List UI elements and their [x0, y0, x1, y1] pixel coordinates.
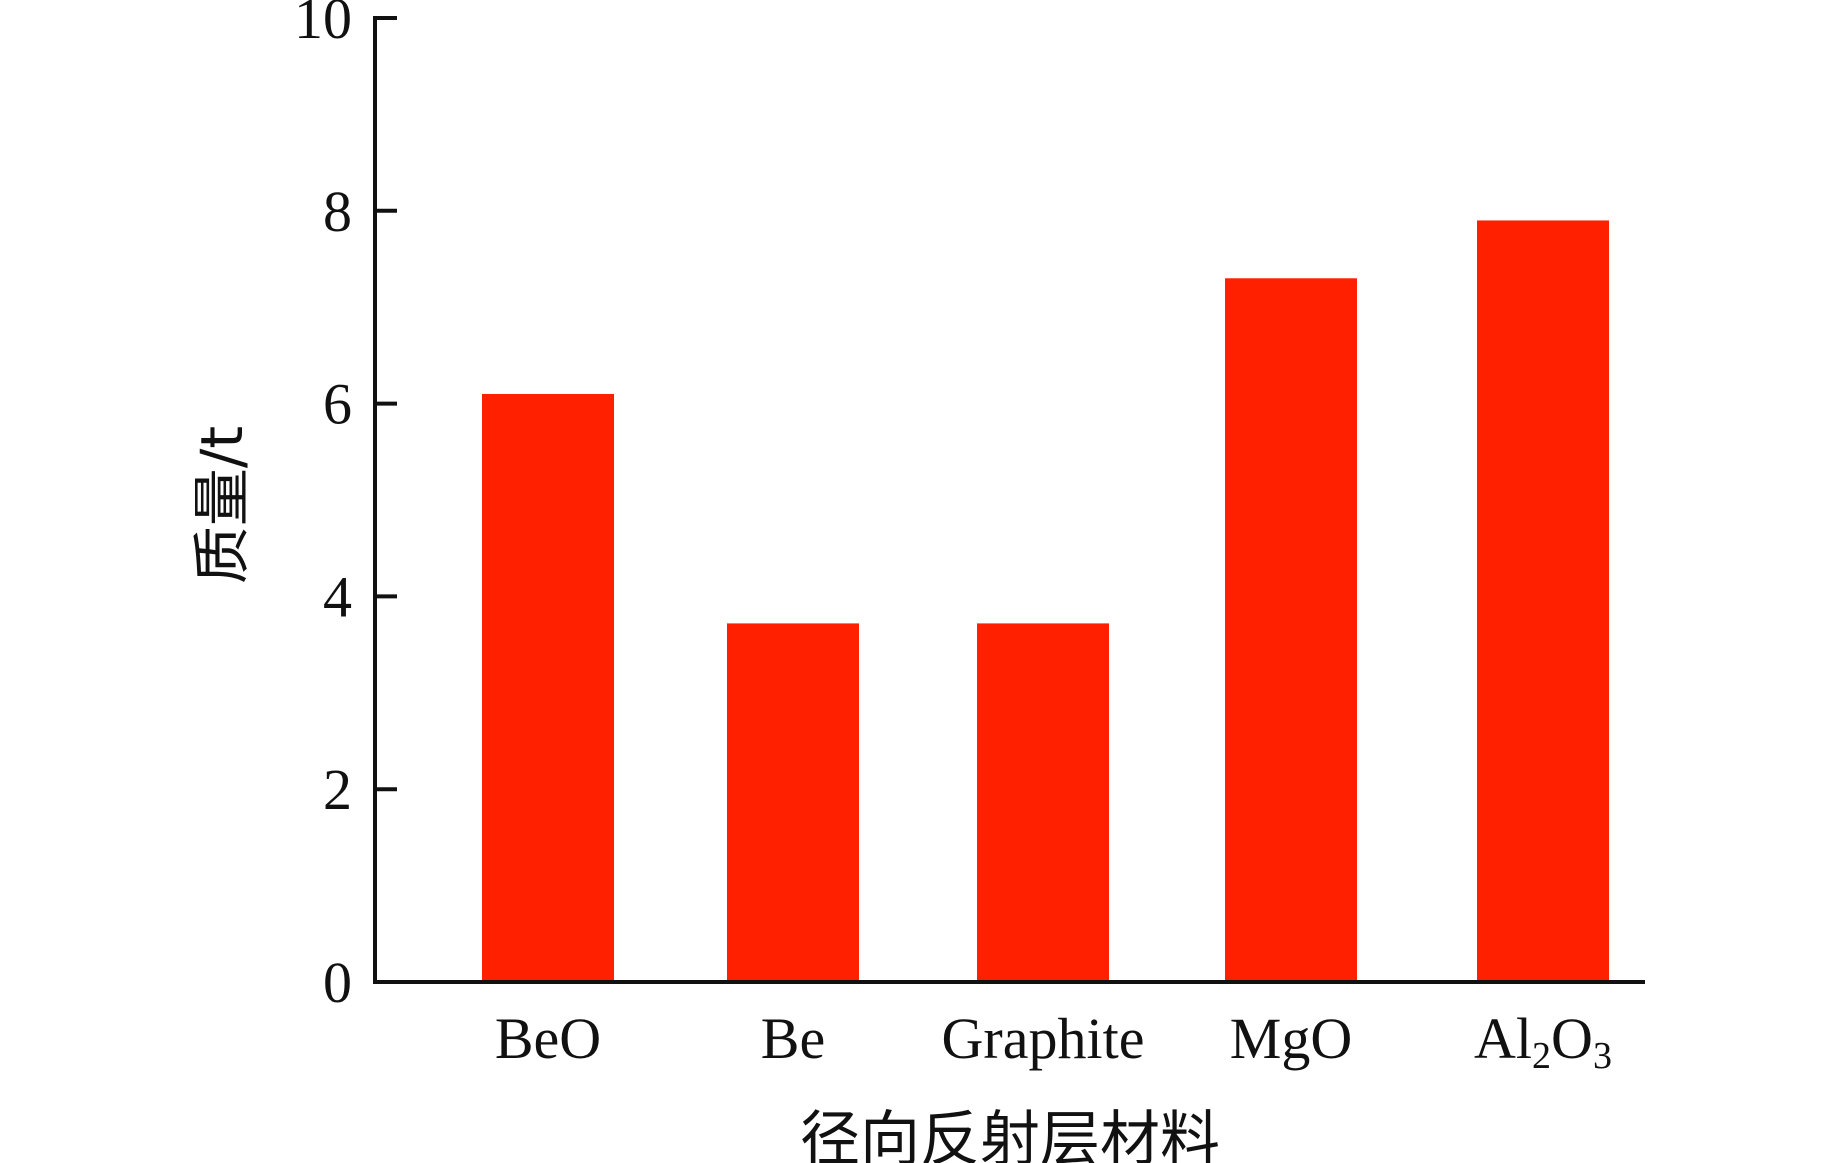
x-tick-label-al2o3: Al2O3	[1474, 1006, 1612, 1077]
bar-beo	[482, 393, 614, 983]
y-tick-label-2: 2	[323, 757, 352, 822]
y-ticks-group: 0 2 4 6 8 10	[294, 0, 397, 1015]
y-axis-title: 质量/t	[188, 426, 256, 584]
y-tick-label-10: 10	[294, 0, 352, 51]
bar-graphite	[977, 623, 1109, 982]
y-tick-label-8: 8	[323, 179, 352, 244]
bar-mgo	[1225, 278, 1357, 982]
x-tick-label-graphite: Graphite	[942, 1006, 1145, 1071]
x-tick-label-beo: BeO	[495, 1006, 601, 1071]
axes-group	[373, 16, 1645, 984]
x-tick-label-be: Be	[761, 1006, 825, 1071]
x-tick-labels-group: BeO Be Graphite MgO Al2O3	[495, 1006, 1612, 1077]
y-tick-label-4: 4	[323, 564, 352, 629]
x-axis-title: 径向反射层材料	[800, 1105, 1220, 1163]
y-tick-label-0: 0	[323, 950, 352, 1015]
bar-al2o3	[1477, 220, 1609, 982]
bars-group	[482, 220, 1609, 983]
y-tick-label-6: 6	[323, 372, 352, 437]
x-tick-label-mgo: MgO	[1230, 1006, 1352, 1071]
bar-be	[727, 623, 859, 982]
